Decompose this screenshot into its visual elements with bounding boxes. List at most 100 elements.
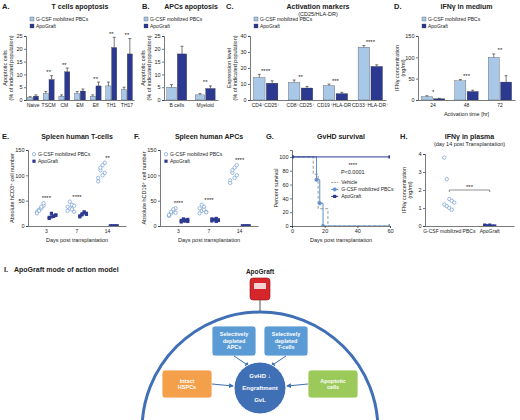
outcome-circle: [234, 362, 286, 414]
box-label-line: depleted: [223, 338, 246, 344]
legend-label: ApoGraft: [428, 23, 449, 29]
axis-line: [26, 151, 29, 227]
error-bar: [328, 84, 331, 86]
tick-mark: [162, 49, 164, 50]
point: [97, 176, 100, 179]
y-axis-title-line: (% of indicated population): [232, 35, 238, 100]
tick-label: 0: [418, 223, 421, 229]
error-bar: [471, 90, 474, 91]
tick-mark: [248, 52, 250, 53]
box: [212, 326, 256, 356]
significance: **: [105, 155, 110, 161]
point: [40, 205, 43, 208]
axis-line: [24, 37, 27, 101]
tick-mark: [416, 36, 418, 37]
point: [115, 224, 118, 226]
x-axis: G-CSF mobilized PBCs ApoGraft: [423, 226, 514, 234]
x-axis-title: Activation time [hr]: [444, 111, 490, 117]
tick-mark: [423, 208, 425, 209]
axis-line: [293, 227, 391, 229]
y-axis-title: Absolute hCD19⁺ cell number: [141, 151, 147, 224]
tick: 100: [15, 173, 28, 179]
diagram: I.ApoGraft mode of action modelApoGraftS…: [4, 265, 378, 420]
tick-label: 40: [240, 33, 246, 39]
tick-label: G-CSF mobilized PBCs: [423, 228, 476, 234]
axis-line: [248, 37, 251, 101]
error-bar: [81, 89, 84, 91]
tick: 60: [282, 182, 292, 188]
title: IFNγ in plasma: [445, 133, 495, 141]
tick-label: 50: [150, 198, 156, 204]
tick: TSCM: [42, 100, 56, 108]
y-axis: 0510152025: [154, 33, 164, 103]
tick: 7: [208, 226, 211, 234]
tick-label: 20: [240, 65, 246, 71]
error-bar: [91, 95, 94, 96]
panel: A.T cells apoptosis0510152025NaiveTSCMCM…: [2, 2, 135, 108]
box-label: SelectivelydepletedT-cells: [272, 331, 301, 350]
tick: CD8⁺CD25⁺: [287, 100, 315, 108]
tick-label: ApoGraft: [480, 228, 501, 234]
legend-label: Vehicle: [341, 179, 357, 185]
y-axis: 050100150: [147, 147, 160, 229]
tick-label: 0: [411, 97, 414, 103]
panel: F.Spleen human APCs0501001503714Absolute…: [134, 132, 259, 243]
tick-label: 0: [19, 97, 22, 103]
tick: 50: [18, 198, 28, 204]
legend-label: ApoGraft: [170, 158, 191, 164]
tick: 20: [322, 226, 328, 234]
box-label-line: Apoptotic: [320, 378, 346, 384]
legend-label: ApoGraft: [150, 23, 171, 29]
tick-label: 100: [279, 154, 288, 160]
legend-marker: [32, 160, 35, 163]
tick: Eff: [93, 100, 100, 108]
title: ApoGraft mode of action model: [14, 266, 119, 274]
error-bar: [293, 80, 296, 82]
error-bar: [305, 86, 308, 88]
significance: **: [125, 32, 130, 38]
tick: 48: [464, 100, 470, 108]
figure: A.T cells apoptosis0510152025NaiveTSCMCM…: [0, 0, 520, 420]
tick-label: 72: [497, 102, 503, 108]
point: [172, 208, 175, 211]
error-bar: [271, 81, 274, 83]
point: [318, 202, 321, 205]
tick-mark: [416, 79, 418, 80]
bar: [434, 99, 445, 100]
bar: [488, 57, 499, 100]
legend-label: G-CSF mobilized PBCs: [341, 186, 394, 192]
point: [174, 211, 177, 214]
tick: 3: [418, 169, 425, 175]
bar: [421, 97, 432, 100]
figure-container: A.T cells apoptosis0510152025NaiveTSCMCM…: [0, 0, 520, 420]
tick: ApoGraft: [480, 226, 501, 234]
bar: [121, 90, 126, 100]
bar: [65, 72, 70, 100]
tick: 20: [240, 65, 250, 71]
tick: 150: [405, 33, 418, 39]
box-label-line: Selectively: [272, 331, 301, 337]
tick-label: TSCM: [42, 102, 56, 108]
tick-label: 50: [18, 198, 24, 204]
tick: 2: [418, 187, 425, 193]
point: [247, 224, 250, 226]
subtitle: (day 14 post Transplantation): [434, 141, 505, 147]
point: [115, 224, 118, 226]
tick: Naive: [27, 100, 40, 108]
title: Spleen human T-cells: [41, 133, 113, 141]
tick: 60: [387, 226, 393, 234]
y-axis-title: Absolute hCD3⁺ cell number: [9, 153, 15, 223]
error-bar: [29, 96, 32, 98]
significance: ****: [366, 39, 376, 45]
point: [72, 204, 75, 207]
panel: H.IFNγ in plasma(day 14 post Transplanta…: [400, 132, 515, 234]
tick-mark: [248, 100, 250, 101]
tick-label: 40: [282, 196, 288, 202]
error-bar: [170, 85, 173, 88]
bar: [112, 48, 117, 100]
legend-swatch: [254, 17, 258, 21]
tick: 100: [147, 173, 160, 179]
point: [85, 213, 88, 216]
significance: ***: [466, 184, 474, 190]
legend-label: G-CSF mobilized PBCs: [38, 151, 91, 157]
